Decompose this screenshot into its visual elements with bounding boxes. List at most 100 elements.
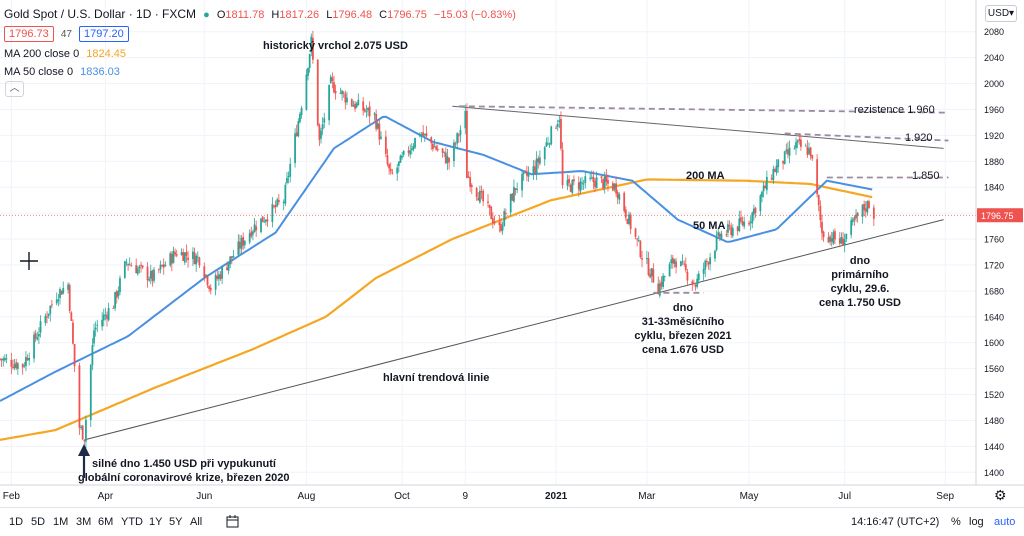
candle-up (138, 266, 141, 269)
candle-up (310, 36, 313, 53)
candle-up (793, 148, 796, 150)
candle-up (584, 176, 587, 183)
range-ytd[interactable]: YTD (121, 516, 143, 528)
candle-up (380, 136, 382, 139)
symbol-title[interactable]: Gold Spot / U.S. Dollar · 1D · FXCM (4, 7, 197, 21)
candle-up (433, 146, 436, 148)
price-chart[interactable]: 1400 1440 1480 1520 1560 1600 1640 1680 1720 1760… (0, 0, 1024, 507)
log-toggle[interactable]: log (969, 516, 984, 528)
candle-up (401, 155, 403, 158)
ma50-legend[interactable]: MA 50 close 0 1836.03 (4, 66, 124, 78)
candle-up (738, 218, 741, 232)
candle-down (112, 307, 115, 309)
candle-up (346, 97, 348, 103)
candle-up (532, 166, 535, 174)
range-5d[interactable]: 5D (31, 516, 46, 528)
calendar-icon[interactable] (226, 515, 239, 528)
currency-select[interactable]: USD▾ (985, 5, 1017, 22)
candle-down (607, 180, 609, 184)
close-label: C (379, 9, 388, 21)
candle-up (107, 308, 110, 321)
candle-up (845, 233, 848, 239)
candle-up (67, 284, 69, 290)
candle-down (21, 363, 24, 368)
candle-up (446, 156, 449, 164)
ask-box[interactable]: 1797.20 (79, 26, 129, 42)
candle-up (355, 103, 358, 108)
range-all[interactable]: All (190, 516, 203, 528)
candle-down (480, 191, 483, 193)
currency-label: USD (987, 8, 1010, 19)
candle-up (49, 305, 52, 314)
candle-down (182, 252, 185, 261)
candle-down (389, 168, 392, 172)
candle-down (694, 284, 697, 287)
candle-up (804, 145, 807, 147)
price-tick-label: 1680 (984, 286, 1004, 296)
candle-up (749, 221, 752, 223)
candle-down (73, 344, 76, 367)
price-tick-label: 1720 (984, 260, 1004, 270)
chevron-up-icon[interactable]: ︿ (5, 81, 24, 97)
price-tick-label: 1600 (984, 338, 1004, 348)
candle-up (582, 183, 585, 185)
candle-down (388, 164, 391, 169)
candle-down (422, 132, 425, 136)
range-3m[interactable]: 3M (76, 516, 92, 528)
candle-up (412, 146, 415, 150)
candle-up (101, 319, 104, 327)
candle-down (141, 265, 144, 268)
candle-up (44, 316, 47, 323)
candle-up (169, 253, 172, 266)
ma200-legend[interactable]: MA 200 close 0 1824.45 (4, 48, 130, 60)
clock-readout[interactable]: 14:16:47 (UTC+2) (851, 516, 940, 528)
candle-up (214, 275, 217, 290)
candle-down (624, 209, 627, 218)
auto-toggle[interactable]: auto (994, 516, 1016, 528)
candle-up (2, 358, 5, 361)
resistance-line (784, 132, 949, 142)
candle-up (840, 236, 843, 244)
range-1y[interactable]: 1Y (149, 516, 163, 528)
candle-down (375, 114, 378, 129)
candle-down (185, 251, 188, 256)
candle-down (730, 226, 733, 235)
high-value: 1817.26 (279, 9, 320, 21)
candle-down (354, 103, 356, 109)
candle-up (702, 268, 705, 274)
candle-up (509, 194, 512, 213)
candle-down (671, 257, 674, 264)
drawn-lines (84, 105, 949, 441)
time-tick-label: May (740, 491, 759, 502)
annotation-text: 31-33měsíčního (642, 316, 725, 328)
range-5y[interactable]: 5Y (169, 516, 183, 528)
gear-icon[interactable]: ⚙ (994, 487, 1007, 503)
candle-up (851, 219, 854, 223)
range-6m[interactable]: 6M (98, 516, 114, 528)
candle-down (316, 59, 319, 126)
candle-up (263, 221, 266, 223)
low-value: 1796.48 (332, 9, 373, 21)
candle-down (560, 118, 562, 149)
candle-up (759, 195, 762, 212)
candle-up (36, 337, 39, 340)
candle-up (59, 289, 61, 299)
spread-value: 47 (60, 29, 72, 40)
candle-down (634, 228, 637, 237)
candle-up (420, 134, 423, 136)
candle-up (38, 333, 40, 337)
range-1m[interactable]: 1M (53, 516, 69, 528)
candle-down (391, 172, 394, 174)
percent-toggle[interactable]: % (951, 516, 961, 528)
range-1d[interactable]: 1D (9, 516, 24, 528)
candle-down (209, 287, 212, 291)
candle-down (498, 222, 501, 225)
bid-box[interactable]: 1796.73 (4, 26, 54, 42)
candle-down (157, 269, 160, 271)
candle-up (410, 148, 413, 151)
candle-up (307, 68, 309, 76)
candle-down (500, 223, 502, 231)
candle-down (127, 263, 129, 266)
candle-up (414, 137, 416, 148)
candle-down (872, 207, 875, 219)
